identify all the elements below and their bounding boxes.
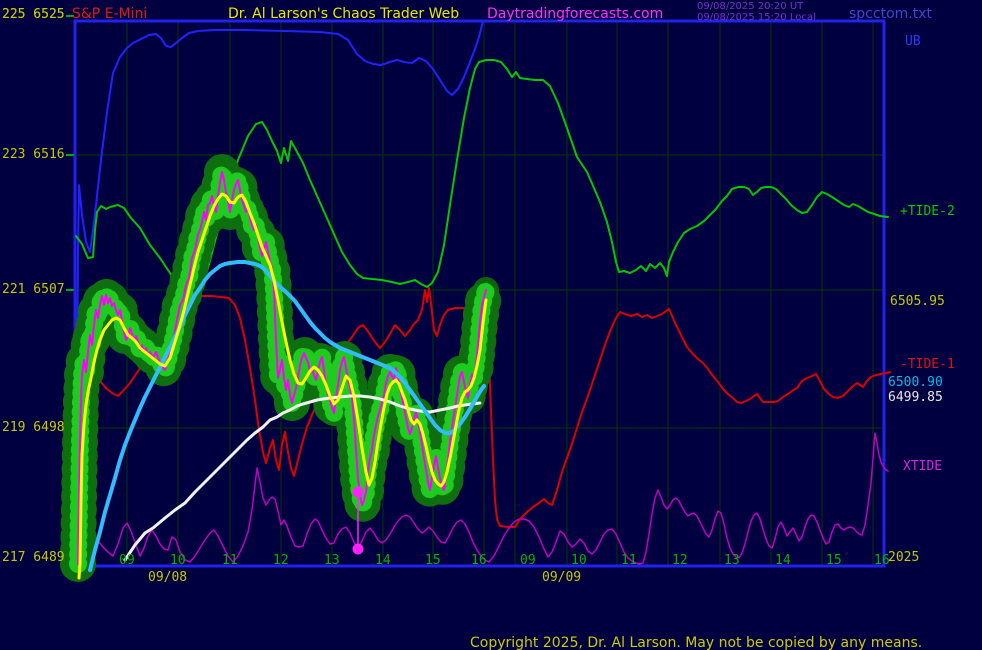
plot-frame (73, 19, 886, 568)
signal-dot-marker (352, 543, 364, 555)
signal-dot-marker (352, 486, 364, 498)
series-yellow-ma (77, 192, 488, 580)
series-plus-tide-2 (75, 59, 889, 303)
series-white-slow-ma (123, 394, 482, 562)
series-minus-tide-1 (75, 287, 891, 528)
series-cyan-fast-ma (88, 260, 486, 572)
series-price-dots-cluster (77, 171, 487, 565)
series-upper-band-UB (75, 20, 484, 556)
series-xtide (75, 432, 889, 565)
